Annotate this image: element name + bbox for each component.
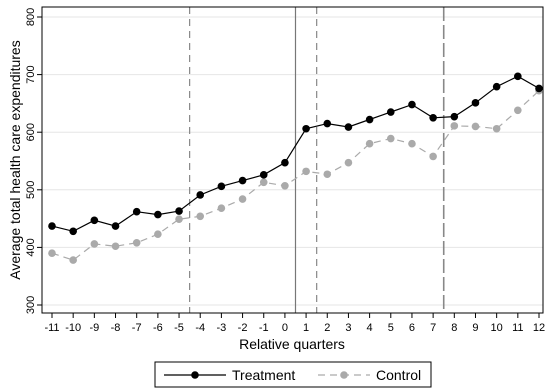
x-tick-label: 2 xyxy=(324,322,330,334)
data-point-treatment xyxy=(429,114,437,122)
data-point-treatment xyxy=(302,124,310,133)
data-point-treatment xyxy=(132,207,141,216)
y-tick-label: 800 xyxy=(25,8,37,26)
y-tick-label: 600 xyxy=(25,123,37,141)
x-tick-label: 4 xyxy=(367,322,373,334)
x-tick-label: 5 xyxy=(388,322,394,334)
data-point-treatment xyxy=(471,99,480,107)
legend-label-control: Control xyxy=(376,367,421,383)
data-point-treatment xyxy=(408,100,416,109)
data-point-treatment xyxy=(344,123,353,131)
data-point-treatment xyxy=(450,112,459,121)
x-axis: -11 -10 -9 -8 -7 -6 -5 -4 -3 -2 -1 0 1 2 3 4 5 6 7 8 9 10 11 12 xyxy=(44,313,545,334)
data-point-treatment xyxy=(514,72,522,81)
data-point-treatment xyxy=(492,82,501,91)
data-point-control xyxy=(281,181,289,190)
x-tick-label: 7 xyxy=(430,322,436,334)
plot-frame xyxy=(41,6,544,314)
data-point-control xyxy=(450,122,459,130)
x-tick-label: -6 xyxy=(153,322,163,334)
x-tick-label: -1 xyxy=(259,322,269,334)
x-tick-label: 6 xyxy=(409,322,415,334)
legend-marker-treatment xyxy=(191,371,199,379)
x-tick-label: -7 xyxy=(132,322,142,334)
data-point-treatment xyxy=(281,158,289,167)
data-point-treatment xyxy=(48,222,56,230)
data-point-control xyxy=(344,158,353,167)
x-tick-label: 3 xyxy=(345,322,351,334)
series-layer xyxy=(48,72,543,264)
x-tick-label: -2 xyxy=(238,322,248,334)
data-point-control xyxy=(154,230,162,238)
data-point-control xyxy=(132,238,141,247)
data-point-control xyxy=(111,242,120,251)
x-tick-label: 0 xyxy=(282,322,288,334)
data-point-control xyxy=(365,139,374,148)
data-point-control xyxy=(323,170,332,179)
x-tick-label: 9 xyxy=(472,322,478,334)
data-point-control xyxy=(69,256,77,264)
data-point-control xyxy=(217,204,226,213)
series-line-treatment xyxy=(51,75,540,232)
data-point-treatment xyxy=(323,119,332,128)
y-tick-label: 300 xyxy=(25,296,37,314)
y-axis-label: Average total health care expenditures xyxy=(7,40,23,279)
x-tick-label: 1 xyxy=(303,322,309,334)
data-point-control xyxy=(259,178,268,187)
x-tick-label: -5 xyxy=(174,322,184,334)
x-tick-label: -11 xyxy=(44,322,59,334)
data-point-treatment xyxy=(111,222,120,230)
y-tick-label: 400 xyxy=(25,238,37,256)
data-point-control xyxy=(514,106,522,115)
x-tick-label: 12 xyxy=(533,322,545,334)
legend: Treatment Control xyxy=(154,361,432,388)
data-point-control xyxy=(471,122,480,131)
x-tick-label: -4 xyxy=(195,322,205,334)
data-point-control xyxy=(238,195,247,203)
y-axis: 300 400 500 600 700 800 xyxy=(25,8,42,314)
data-point-control xyxy=(90,240,99,248)
data-point-control xyxy=(408,139,416,148)
x-tick-label: -3 xyxy=(217,322,227,334)
data-point-treatment xyxy=(386,108,395,116)
data-point-control xyxy=(386,134,395,143)
x-tick-label: 10 xyxy=(491,322,503,334)
x-tick-label: -8 xyxy=(111,322,121,334)
x-tick-label: 11 xyxy=(512,322,523,334)
data-point-control xyxy=(175,215,183,223)
x-axis-label: Relative quarters xyxy=(239,336,345,352)
data-point-control xyxy=(429,152,437,161)
y-tick-label: 700 xyxy=(25,65,37,83)
legend-label-treatment: Treatment xyxy=(232,367,295,383)
x-tick-label: 8 xyxy=(451,322,457,334)
data-point-control xyxy=(492,124,501,133)
data-point-control xyxy=(48,249,56,257)
data-point-treatment xyxy=(154,210,162,219)
data-point-treatment xyxy=(259,171,268,179)
x-tick-label: -10 xyxy=(65,322,81,334)
reference-lines xyxy=(189,7,445,313)
data-point-treatment xyxy=(535,84,543,93)
data-point-control xyxy=(196,212,205,221)
data-point-treatment xyxy=(69,227,77,236)
data-point-treatment xyxy=(365,115,374,124)
y-tick-label: 500 xyxy=(25,181,37,199)
x-tick-label: -9 xyxy=(89,322,99,334)
data-point-treatment xyxy=(238,176,247,185)
data-point-control xyxy=(302,167,310,176)
data-point-treatment xyxy=(217,182,226,191)
gridlines xyxy=(42,16,543,306)
data-point-treatment xyxy=(196,191,205,199)
legend-marker-control xyxy=(340,371,348,379)
data-point-treatment xyxy=(90,216,99,225)
data-point-treatment xyxy=(175,207,183,215)
